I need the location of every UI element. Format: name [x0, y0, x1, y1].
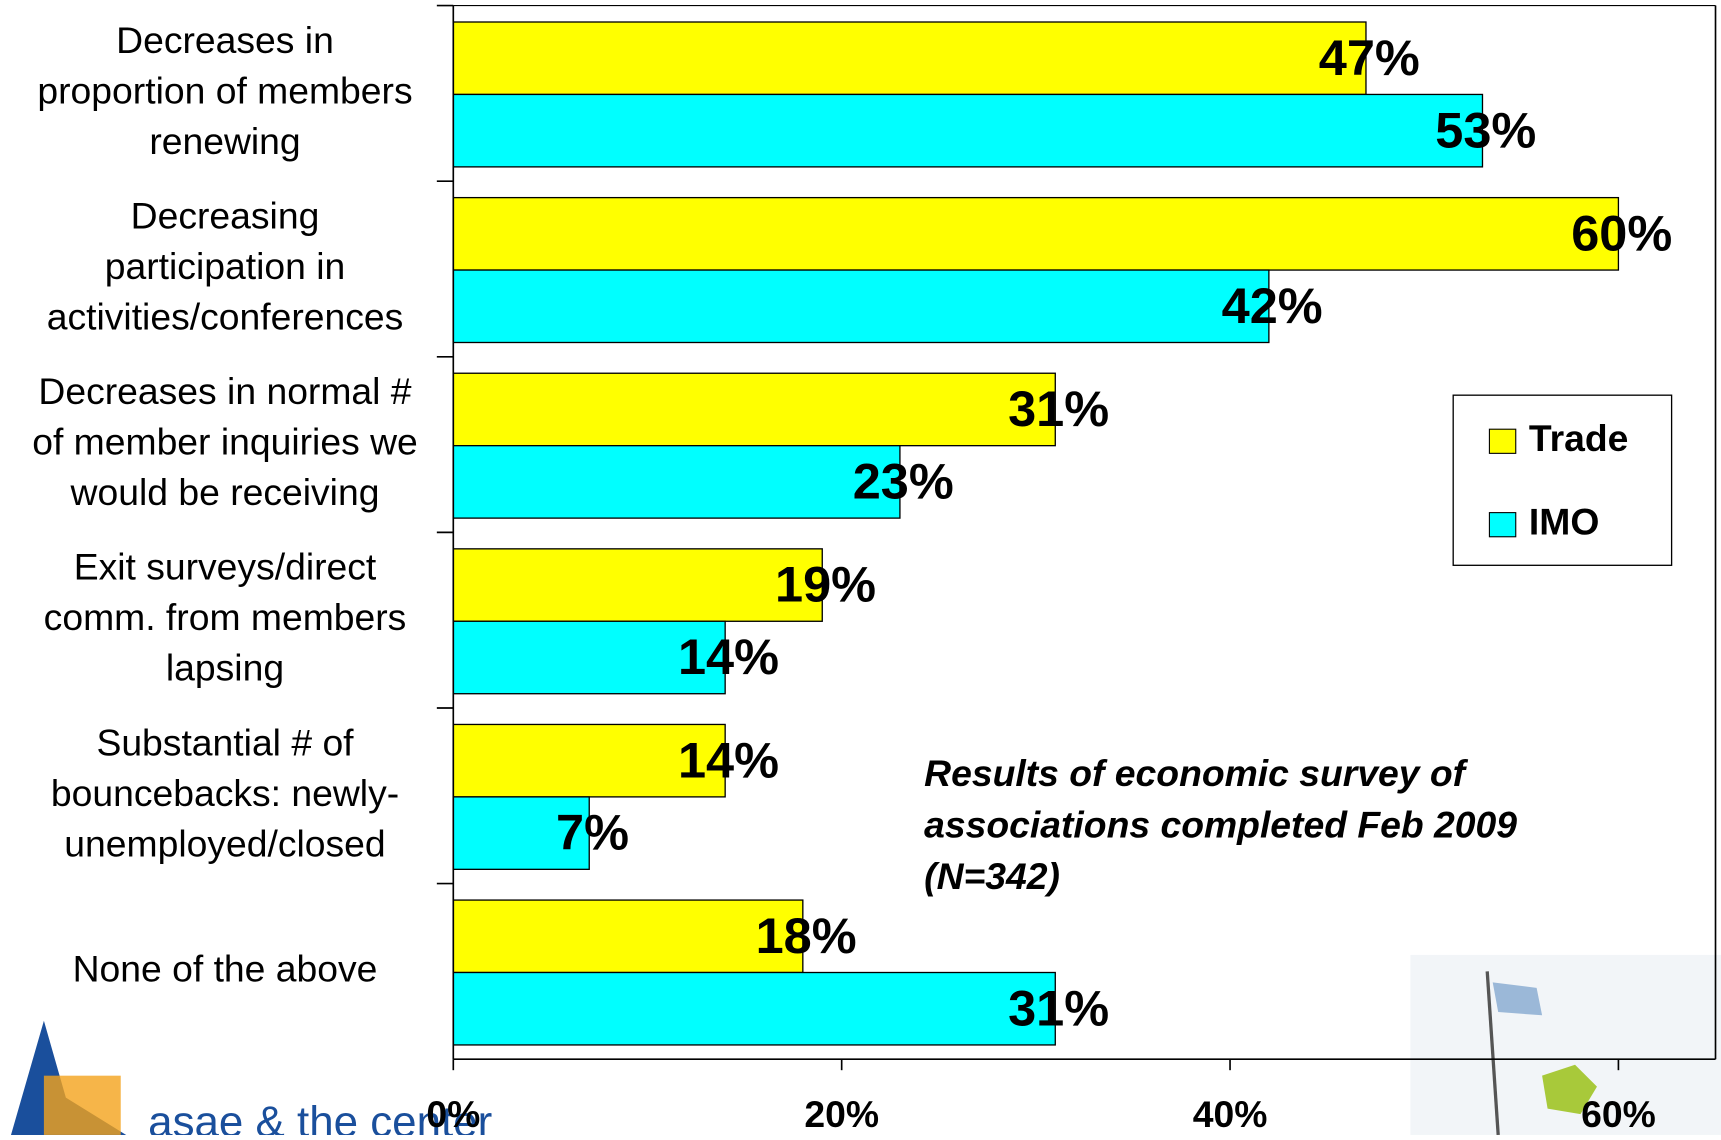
value-label: 7%: [556, 804, 629, 861]
value-label: 31%: [1008, 380, 1109, 437]
legend-swatch: [1488, 428, 1517, 454]
logo-star: [10, 1020, 127, 1135]
value-label: 42%: [1222, 277, 1323, 334]
clipart-flag: [1492, 982, 1543, 1016]
category-label: Decreasing participation in activities/con…: [47, 194, 404, 337]
value-label: 23%: [853, 453, 954, 510]
value-label: 47%: [1319, 29, 1420, 86]
bar: [452, 269, 1270, 344]
clipart: [1410, 954, 1721, 1136]
category-label: None of the above: [73, 947, 378, 989]
logo-block: [43, 1075, 121, 1135]
bar: [452, 445, 901, 519]
bar: [452, 21, 1367, 96]
x-tick-label: 20%: [804, 1093, 879, 1135]
bar: [452, 971, 1056, 1046]
legend-label: Trade: [1529, 417, 1629, 459]
value-label: 19%: [775, 556, 876, 613]
bar: [452, 796, 590, 870]
annotation: Results of economic survey of association…: [924, 752, 1517, 897]
value-label: 14%: [678, 731, 779, 788]
logo: asae & the center: [10, 1020, 492, 1140]
bar: [452, 723, 726, 798]
bar: [452, 196, 1620, 271]
value-label: 31%: [1008, 979, 1109, 1036]
category-label: Decreases in normal # of member inquiries…: [32, 370, 418, 513]
x-tick-label: 40%: [1193, 1093, 1268, 1135]
x-tick-label: 60%: [1581, 1093, 1656, 1135]
bar: [452, 899, 804, 974]
bar: [452, 372, 1056, 447]
legend-swatch: [1488, 512, 1517, 538]
clipart-pole: [1485, 971, 1500, 1136]
value-label: 18%: [756, 907, 857, 964]
category-label: Substantial # of bouncebacks: newly-unemp…: [51, 721, 399, 864]
bar: [452, 548, 823, 622]
logo-text: asae & the center: [148, 1098, 492, 1135]
clipart-piece: [1542, 1064, 1597, 1115]
legend-label: IMO: [1529, 501, 1599, 543]
value-label: 60%: [1571, 204, 1672, 261]
value-label: 14%: [678, 628, 779, 685]
value-label: 53%: [1435, 101, 1536, 158]
category-label: Exit surveys/direct comm. from members lap…: [44, 546, 407, 689]
category-label: Decreases in proportion of members renewin…: [37, 19, 412, 162]
x-tick-label: 0%: [426, 1093, 480, 1135]
bar: [452, 93, 1484, 168]
